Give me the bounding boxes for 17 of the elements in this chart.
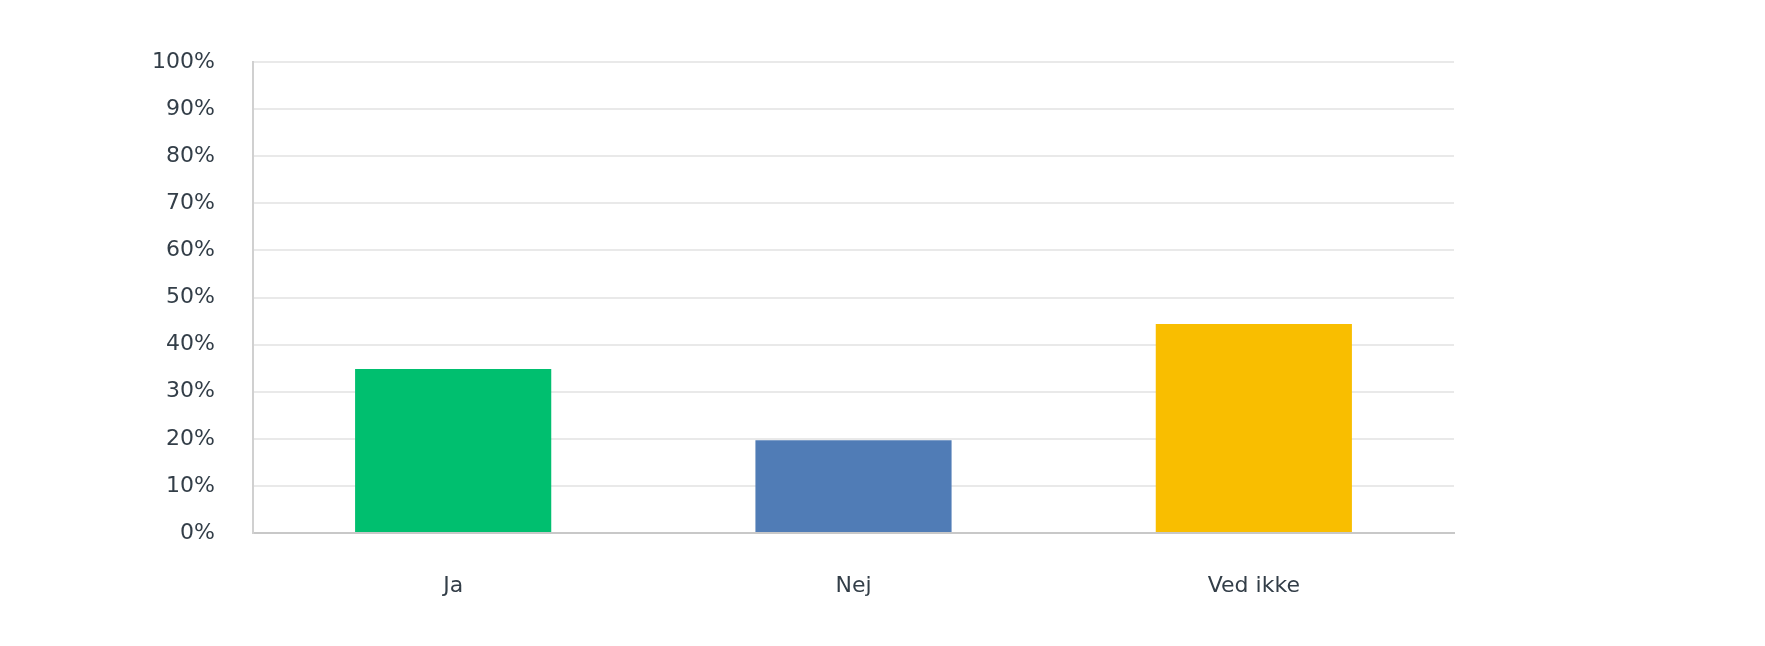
y-tick-label: 0%	[180, 518, 215, 544]
bar	[355, 369, 552, 532]
y-tick-label: 60%	[166, 236, 215, 262]
y-tick-label: 40%	[166, 330, 215, 356]
x-tick-label: Nej	[835, 571, 872, 597]
y-tick-label: 10%	[166, 471, 215, 497]
y-tick-label: 20%	[166, 424, 215, 450]
bar	[755, 440, 952, 532]
y-tick-label: 30%	[166, 377, 215, 403]
bar	[1155, 323, 1352, 532]
y-tick-label: 100%	[152, 47, 215, 73]
y-tick-label: 90%	[166, 94, 215, 120]
x-tick-label: Ved ikke	[1207, 571, 1300, 597]
y-tick-label: 70%	[166, 189, 215, 215]
y-tick-label: 80%	[166, 141, 215, 167]
y-tick-label: 50%	[166, 283, 215, 309]
x-tick-label: Ja	[441, 571, 464, 597]
